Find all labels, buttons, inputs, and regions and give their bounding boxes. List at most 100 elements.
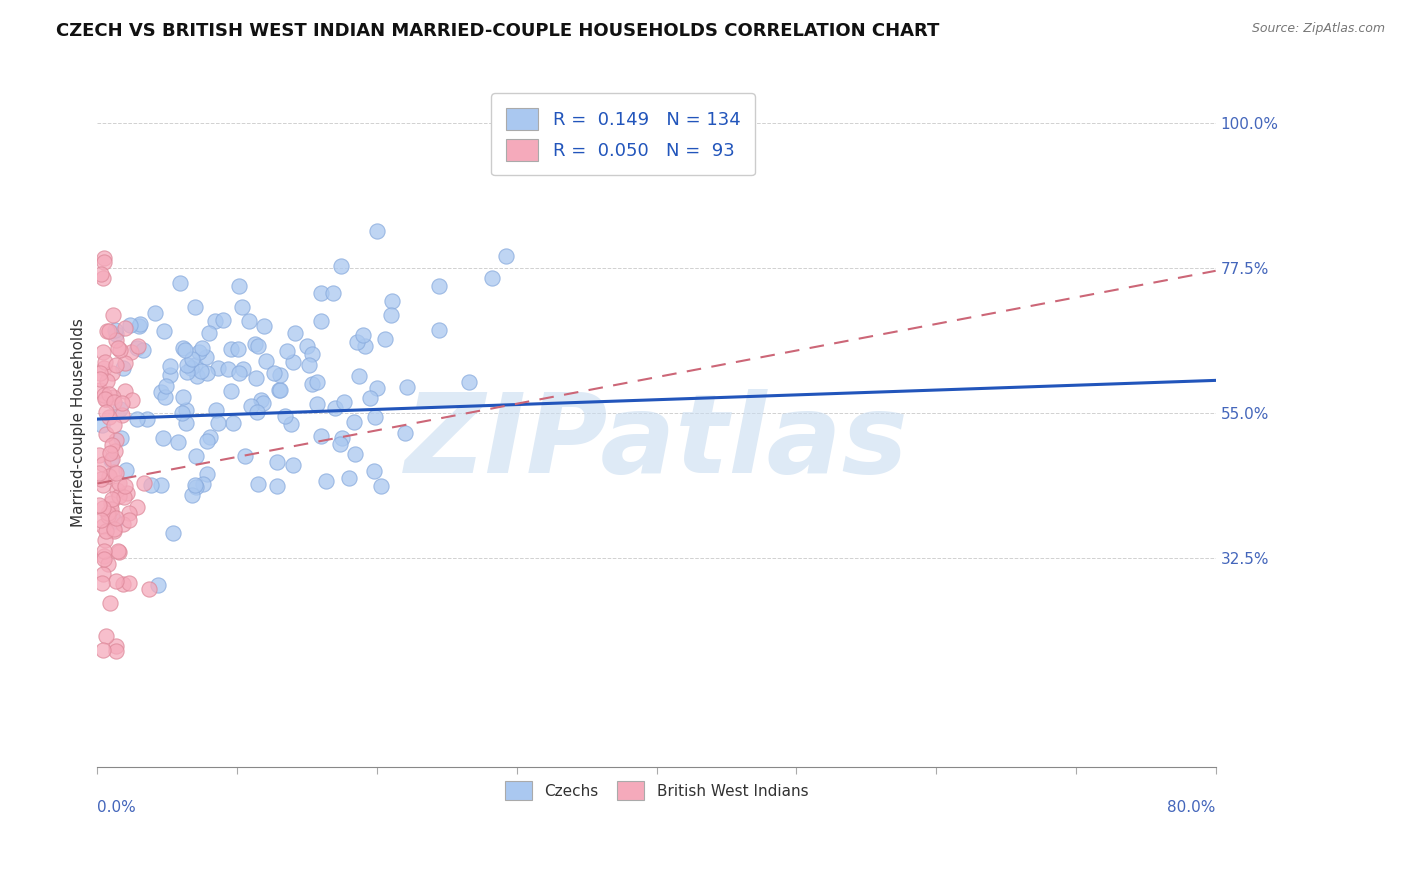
- Point: [90, 267, 112, 281]
- Point: [93, 552, 115, 566]
- Point: [98, 446, 121, 460]
- Point: [89, 448, 111, 462]
- Point: [366, 381, 388, 395]
- Point: [149, 477, 172, 491]
- Point: [228, 366, 250, 380]
- Point: [243, 336, 266, 351]
- Point: [114, 321, 136, 335]
- Point: [195, 467, 218, 482]
- Point: [309, 428, 332, 442]
- Point: [97, 557, 120, 571]
- Point: [269, 368, 291, 382]
- Point: [91, 478, 114, 492]
- Point: [103, 418, 125, 433]
- Point: [159, 359, 181, 373]
- Text: 0.0%: 0.0%: [97, 799, 136, 814]
- Legend: Czechs, British West Indians: Czechs, British West Indians: [498, 774, 815, 808]
- Point: [118, 513, 141, 527]
- Point: [97, 506, 120, 520]
- Point: [394, 426, 416, 441]
- Point: [195, 366, 218, 380]
- Point: [323, 401, 346, 416]
- Point: [89, 499, 111, 513]
- Point: [188, 345, 211, 359]
- Text: CZECH VS BRITISH WEST INDIAN MARRIED-COUPLE HOUSEHOLDS CORRELATION CHART: CZECH VS BRITISH WEST INDIAN MARRIED-COU…: [56, 22, 939, 40]
- Point: [346, 334, 368, 349]
- Point: [94, 405, 117, 419]
- Point: [107, 341, 129, 355]
- Point: [112, 490, 135, 504]
- Point: [301, 377, 323, 392]
- Point: [337, 471, 360, 485]
- Point: [174, 417, 197, 431]
- Point: [315, 475, 337, 489]
- Point: [93, 519, 115, 533]
- Point: [97, 509, 120, 524]
- Point: [96, 426, 118, 441]
- Point: [176, 365, 198, 379]
- Point: [89, 466, 111, 480]
- Point: [228, 279, 250, 293]
- Point: [114, 356, 136, 370]
- Point: [311, 285, 333, 300]
- Point: [91, 457, 114, 471]
- Point: [301, 347, 323, 361]
- Point: [93, 544, 115, 558]
- Point: [91, 271, 114, 285]
- Point: [352, 328, 374, 343]
- Point: [333, 395, 356, 409]
- Point: [283, 458, 305, 472]
- Point: [184, 480, 207, 494]
- Point: [250, 393, 273, 408]
- Point: [104, 514, 127, 528]
- Point: [269, 383, 291, 397]
- Point: [108, 475, 131, 490]
- Point: [96, 392, 118, 406]
- Point: [155, 378, 177, 392]
- Point: [104, 433, 127, 447]
- Point: [190, 364, 212, 378]
- Point: [114, 463, 136, 477]
- Point: [298, 359, 321, 373]
- Point: [166, 434, 188, 449]
- Point: [110, 431, 132, 445]
- Point: [94, 524, 117, 538]
- Point: [176, 359, 198, 373]
- Point: [132, 343, 155, 358]
- Point: [172, 390, 194, 404]
- Point: [457, 376, 479, 390]
- Point: [104, 443, 127, 458]
- Text: ZIPatlas: ZIPatlas: [405, 390, 908, 497]
- Point: [104, 574, 127, 588]
- Y-axis label: Married-couple Households: Married-couple Households: [72, 318, 86, 526]
- Point: [295, 339, 318, 353]
- Point: [329, 259, 352, 273]
- Point: [180, 352, 202, 367]
- Point: [89, 366, 111, 380]
- Point: [96, 629, 118, 643]
- Point: [247, 339, 270, 353]
- Point: [246, 477, 269, 491]
- Point: [276, 344, 298, 359]
- Point: [93, 501, 115, 516]
- Point: [219, 384, 242, 398]
- Point: [152, 431, 174, 445]
- Point: [101, 508, 124, 522]
- Point: [481, 271, 503, 285]
- Point: [281, 355, 304, 369]
- Point: [98, 324, 121, 338]
- Point: [103, 466, 125, 480]
- Point: [246, 405, 269, 419]
- Point: [280, 417, 302, 432]
- Point: [114, 479, 136, 493]
- Point: [207, 416, 229, 430]
- Point: [174, 403, 197, 417]
- Point: [96, 324, 118, 338]
- Point: [103, 524, 125, 538]
- Point: [141, 477, 163, 491]
- Point: [118, 318, 141, 332]
- Point: [205, 403, 228, 417]
- Point: [198, 430, 221, 444]
- Point: [89, 383, 111, 397]
- Point: [184, 478, 207, 492]
